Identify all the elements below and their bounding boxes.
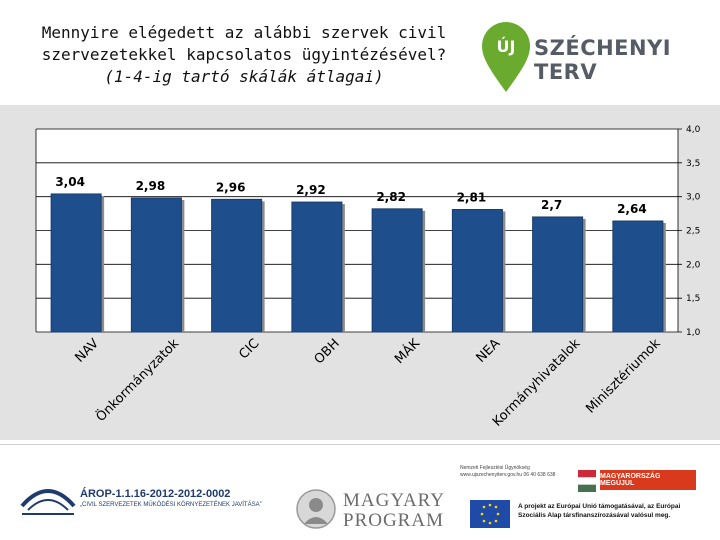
footer-divider: [0, 444, 720, 445]
magyarorszag-megujul-badge: MAGYARORSZÁG MEGÚJUL: [600, 470, 696, 490]
bar-4: [371, 208, 423, 333]
magyary-line-2: PROGRAM: [343, 510, 444, 531]
slide-footer: [0, 440, 720, 540]
magyary-program-logo: MAGYARY PROGRAM: [295, 488, 445, 532]
data-label-4: 2,82: [376, 190, 406, 204]
chart-area: 1,0 1,5 2,0 2,5 3,0 3,5 4,0 3,04 NAV 2,98 Önkormán…: [0, 105, 720, 440]
magyary-line-1: MAGYARY: [343, 490, 446, 511]
location-pin-icon: ÚJ: [482, 22, 530, 92]
y-tick-label: 4,0: [686, 125, 701, 135]
category-label-5: NEA: [474, 336, 504, 366]
category-label-3: OBH: [312, 336, 343, 367]
nfu-text: Nemzeti Fejlesztési Ügynökség www.ujszec…: [460, 465, 556, 478]
logo-mark: ÚJ: [497, 37, 516, 56]
bridge-arch-icon: [20, 489, 76, 515]
data-label-5: 2,81: [457, 191, 487, 205]
bar-chart: 1,0 1,5 2,0 2,5 3,0 3,5 4,0 3,04 NAV 2,98 Önkormán…: [35, 125, 701, 430]
data-label-2: 2,96: [216, 180, 246, 194]
y-tick-label: 1,0: [686, 328, 701, 338]
data-label-7: 2,64: [617, 202, 647, 216]
category-label-4: MÁK: [391, 335, 423, 367]
logo-text: SZÉCHENYI TERV: [534, 36, 672, 84]
title-line-3: (1-4-ig tartó skálák átlagai): [104, 67, 384, 86]
data-label-6: 2,7: [541, 198, 562, 212]
category-label-2: CIC: [236, 336, 262, 362]
bar-0: [50, 193, 102, 333]
slide-header: Mennyire elégedett az alábbi szervek civ…: [0, 0, 720, 105]
data-label-3: 2,92: [296, 183, 326, 197]
category-label-1: Önkormányzatok: [92, 334, 183, 425]
title-line-2: szervezetekkel kapcsolatos ügyintézéséve…: [41, 45, 447, 64]
nfu-logo: Nemzeti Fejlesztési Ügynökség www.ujszec…: [460, 465, 570, 497]
bar-6: [532, 216, 584, 333]
category-label-0: NAV: [72, 336, 102, 366]
y-tick-label: 1,5: [686, 294, 700, 304]
szechenyi-terv-logo: ÚJ SZÉCHENYI TERV: [480, 22, 710, 102]
bar-1: [130, 197, 182, 333]
eu-funding-text: A projekt az Európai Unió támogatásával,…: [518, 503, 681, 519]
title-line-1: Mennyire elégedett az alábbi szervek civ…: [41, 23, 447, 42]
y-tick-label: 2,5: [686, 227, 700, 237]
data-label-0: 3,04: [55, 175, 85, 189]
category-label-7: Minisztériumok: [583, 336, 664, 417]
hungarian-flag-icon: [578, 470, 596, 492]
category-label-6: Kormányhivatalok: [490, 336, 584, 430]
arop-description: „CIVIL SZERVEZETEK MŰKÖDÉSI KÖRNYEZETÉNE…: [80, 502, 262, 508]
chart-title: Mennyire elégedett az alábbi szervek civ…: [24, 22, 464, 88]
data-label-1: 2,98: [136, 179, 166, 193]
y-tick-label: 2,0: [686, 260, 701, 270]
y-tick-label: 3,5: [686, 159, 700, 169]
bar-3: [291, 201, 343, 333]
arop-code: ÁROP-1.1.16-2012-2012-0002: [80, 488, 231, 500]
bar-2: [211, 198, 263, 333]
arop-logo: ÁROP-1.1.16-2012-2012-0002 „CIVIL SZERVE…: [20, 470, 300, 530]
bar-7: [612, 220, 664, 333]
y-tick-label: 3,0: [686, 193, 701, 203]
bar-5: [451, 209, 503, 333]
portrait-medallion-icon: [296, 489, 336, 529]
eu-flag-icon: [470, 500, 510, 528]
